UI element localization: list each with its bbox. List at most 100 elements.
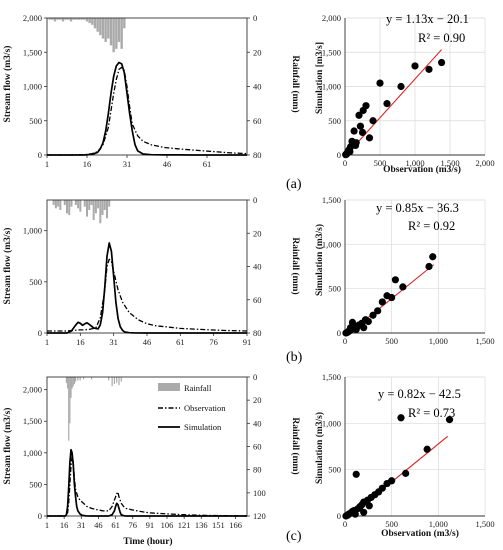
rainfall-bar-b-17 — [97, 200, 100, 209]
panel-label-c: (c) — [286, 529, 302, 544]
scatter-point-a-14 — [365, 134, 374, 142]
x-tick-label-b-5: 76 — [209, 337, 218, 347]
y2-tick-label-a-4: 80 — [253, 150, 262, 160]
y2-tick-label-c-2: 40 — [253, 418, 262, 428]
x-tick-label-c-4: 61 — [111, 520, 120, 530]
rainfall-bar-a-9 — [72, 18, 75, 20]
rainfall-bar-c-3 — [69, 377, 71, 424]
rainfall-bar-b-8 — [74, 200, 77, 205]
x-tick-label-b-2: 31 — [109, 337, 118, 347]
x-tick-label-b-3: 46 — [143, 337, 152, 347]
x-tick-label-a-3: 1,500 — [440, 158, 459, 168]
hydrograph-a-y2label: Rainfall (mm) — [290, 55, 301, 112]
y-tick-label-a-3: 1,500 — [322, 47, 341, 57]
scatter-c: 0 500 1,000 1,500 0 500 1,000 1,500 — [322, 372, 495, 529]
rainfall-bar-b-19 — [101, 200, 104, 215]
x-tick-label-a-2: 31 — [123, 159, 132, 169]
rainfall-bar-b-10 — [79, 200, 82, 212]
scatter-point-c-16 — [378, 484, 386, 492]
rainfall-bar-c-17 — [118, 377, 120, 386]
x-tick-label-c-1: 16 — [60, 520, 69, 530]
scatter-point-c-20 — [402, 469, 410, 477]
rainfall-bar-a-1 — [51, 18, 54, 20]
y2-tick-label-c-4: 80 — [253, 465, 262, 475]
y-tick-label-b-2: 1,000 — [23, 226, 42, 236]
hydrograph-c-y2label: Rainfall (mm) — [290, 417, 301, 474]
observation-line-b — [47, 258, 248, 332]
rainfall-bar-a-25 — [115, 18, 118, 49]
rainfall-bar-b-22 — [108, 200, 111, 207]
rainfall-bar-c-1 — [66, 377, 69, 389]
rainfall-bar-b-16 — [94, 200, 97, 214]
y-tick-label-c-4: 2,000 — [23, 385, 42, 395]
rainfall-bar-b-9 — [77, 200, 80, 209]
x-tick-label-a-2: 1,000 — [405, 158, 424, 168]
plot-frame-a — [46, 17, 248, 156]
scatter-a-equation: y = 1.13x − 20.1 — [386, 12, 469, 26]
x-tick-label-b-0: 0 — [343, 336, 347, 346]
x-tick-label-c-2: 31 — [77, 520, 86, 530]
scatter-point-b-12 — [369, 311, 377, 319]
y2-tick-label-c-5: 100 — [253, 488, 266, 498]
x-tick-label-c-2: 1,000 — [429, 519, 448, 529]
rainfall-bar-b-7 — [70, 200, 73, 207]
x-tick-label-c-5: 76 — [128, 520, 137, 530]
rainfall-bar-a-21 — [104, 18, 107, 42]
y-tick-label-a-1: 500 — [328, 116, 341, 126]
rainfall-bar-c-15 — [113, 377, 116, 384]
simulation-line-c — [47, 448, 247, 517]
x-tick-label-a-1: 500 — [374, 158, 387, 168]
scatter-c-equation: y = 0.82x − 42.5 — [378, 387, 461, 401]
y2-tick-label-c-6: 120 — [253, 511, 266, 521]
rainfall-bar-b-6 — [68, 200, 71, 215]
x-tick-label-c-1: 500 — [385, 519, 398, 529]
scatter-point-a-11 — [356, 122, 364, 130]
scatter-point-c-19 — [397, 414, 405, 422]
rainfall-bar-b-2 — [57, 200, 60, 207]
y2-tick-label-b-1: 20 — [253, 228, 262, 238]
fit-line-a — [345, 49, 443, 156]
plot-frame-b — [46, 199, 248, 334]
rainfall-bar-b-4 — [63, 200, 66, 205]
panel-label-a: (a) — [286, 177, 302, 192]
scatter-point-c-22 — [445, 416, 454, 424]
x-tick-label-c-10: 151 — [212, 520, 225, 530]
x-tick-label-a-3: 46 — [163, 159, 172, 169]
scatter-c-ylabel: Simulation (m3/s) — [314, 412, 325, 484]
rainfall-bar-c-13 — [108, 377, 110, 381]
scatter-point-a-17 — [383, 100, 391, 108]
rainfall-bar-c-7 — [73, 377, 76, 384]
scatter-b: 0 500 1,000 1,500 0 500 1,000 1,500 — [322, 195, 495, 346]
rainfall-bar-b-11 — [83, 200, 86, 207]
y2-tick-label-b-2: 40 — [253, 262, 262, 272]
hydrograph-a: 0 500 1,000 1,500 2,000 0 20 40 60 80 1 16 31 46 61 — [23, 13, 262, 169]
scatter-point-a-8 — [350, 127, 358, 135]
x-tick-label-c-3: 1,500 — [475, 519, 494, 529]
x-tick-label-c-11: 166 — [229, 520, 242, 530]
scatter-point-a-25 — [358, 128, 367, 136]
scatter-point-b-10 — [360, 324, 368, 332]
rainfall-bar-a-3 — [56, 18, 59, 20]
rainfall-bar-b-3 — [59, 200, 62, 210]
rainfall-bar-a-14 — [85, 18, 89, 22]
y-tick-label-b-0: 0 — [38, 328, 42, 338]
y2-tick-label-b-0: 0 — [253, 195, 257, 205]
hydrograph-a-ylabel: Stream flow (m3/s) — [2, 46, 13, 123]
scatter-point-b-20 — [429, 253, 437, 261]
scatter-point-c-7 — [352, 470, 360, 478]
x-tick-label-a-0: 1 — [45, 159, 49, 169]
legend-simulation: Simulation — [184, 422, 222, 432]
y-tick-label-b-0: 0 — [337, 328, 341, 338]
scatter-point-b-23 — [353, 323, 361, 331]
rainfall-bar-b-14 — [90, 200, 93, 205]
rainfall-bar-a-6 — [64, 18, 67, 20]
x-tick-label-a-4: 2,000 — [475, 158, 494, 168]
rainfall-bar-a-10 — [75, 18, 78, 20]
rainfall-bar-a-28 — [123, 18, 126, 29]
x-tick-label-b-6: 91 — [243, 337, 252, 347]
scatter-point-a-19 — [411, 62, 419, 70]
scatter-c-xlabel: Observation (m3/s) — [381, 528, 459, 539]
x-tick-label-b-1: 16 — [76, 337, 85, 347]
y-tick-label-a-0: 0 — [38, 150, 42, 160]
